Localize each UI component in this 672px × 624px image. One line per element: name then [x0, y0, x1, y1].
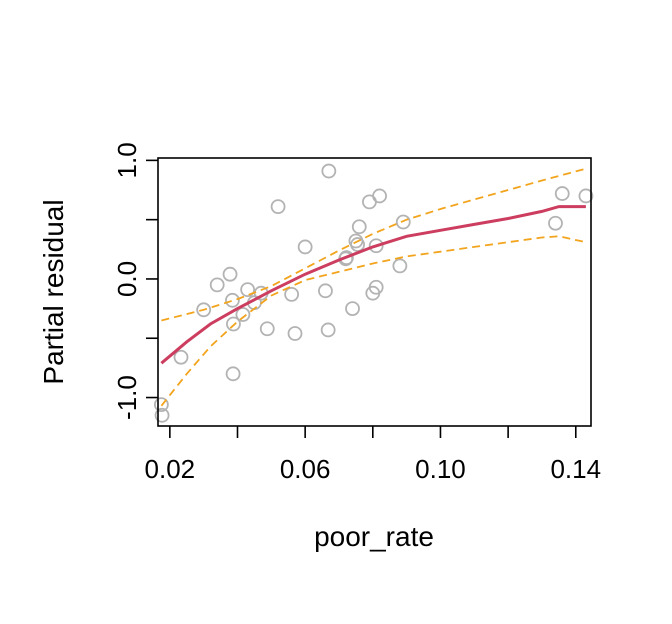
data-point [318, 283, 333, 299]
data-point [554, 186, 570, 201]
data-point [548, 215, 563, 231]
lower-band-line [160, 235, 587, 407]
data-point [351, 219, 367, 235]
y-axis-label: Partial residual [38, 199, 69, 384]
x-tick-label: 0.14 [550, 454, 601, 484]
data-point [154, 407, 170, 423]
data-point [395, 214, 411, 230]
data-point [222, 266, 238, 282]
smoother-fit-line [160, 205, 586, 365]
data-point [321, 163, 337, 179]
data-point [368, 238, 384, 254]
data-point [392, 258, 408, 274]
upper-band-line [161, 167, 587, 322]
x-axis-label: poor_rate [314, 521, 434, 552]
data-point [350, 237, 365, 252]
y-axis: -1.0 0.0 1.0 [112, 142, 158, 420]
data-point [339, 250, 354, 266]
data-point [368, 279, 384, 295]
data-point [297, 239, 313, 255]
data-point [270, 199, 286, 215]
data-point [287, 326, 303, 341]
data-point [240, 282, 256, 298]
data-point [284, 286, 300, 302]
data-point [225, 366, 241, 382]
y-tick-label: 0.0 [112, 261, 142, 297]
data-point [173, 349, 189, 365]
x-tick-label: 0.10 [415, 454, 466, 484]
data-point [345, 301, 360, 317]
data-point [259, 321, 275, 337]
x-tick-label: 0.06 [280, 454, 331, 484]
data-point [320, 322, 336, 338]
data-point [225, 292, 240, 308]
plot-marks [153, 163, 594, 423]
data-point [372, 188, 387, 204]
x-tick-label: 0.02 [145, 454, 196, 484]
y-tick-label: -1.0 [112, 375, 142, 420]
y-tick-label: 1.0 [112, 142, 142, 178]
data-point [235, 307, 251, 322]
data-point [226, 316, 241, 332]
data-point [209, 277, 225, 293]
x-axis: 0.02 0.06 0.10 0.14 [145, 426, 601, 484]
data-point [578, 188, 594, 204]
data-point [196, 302, 212, 318]
plot-frame [157, 157, 592, 427]
data-point [153, 397, 169, 413]
